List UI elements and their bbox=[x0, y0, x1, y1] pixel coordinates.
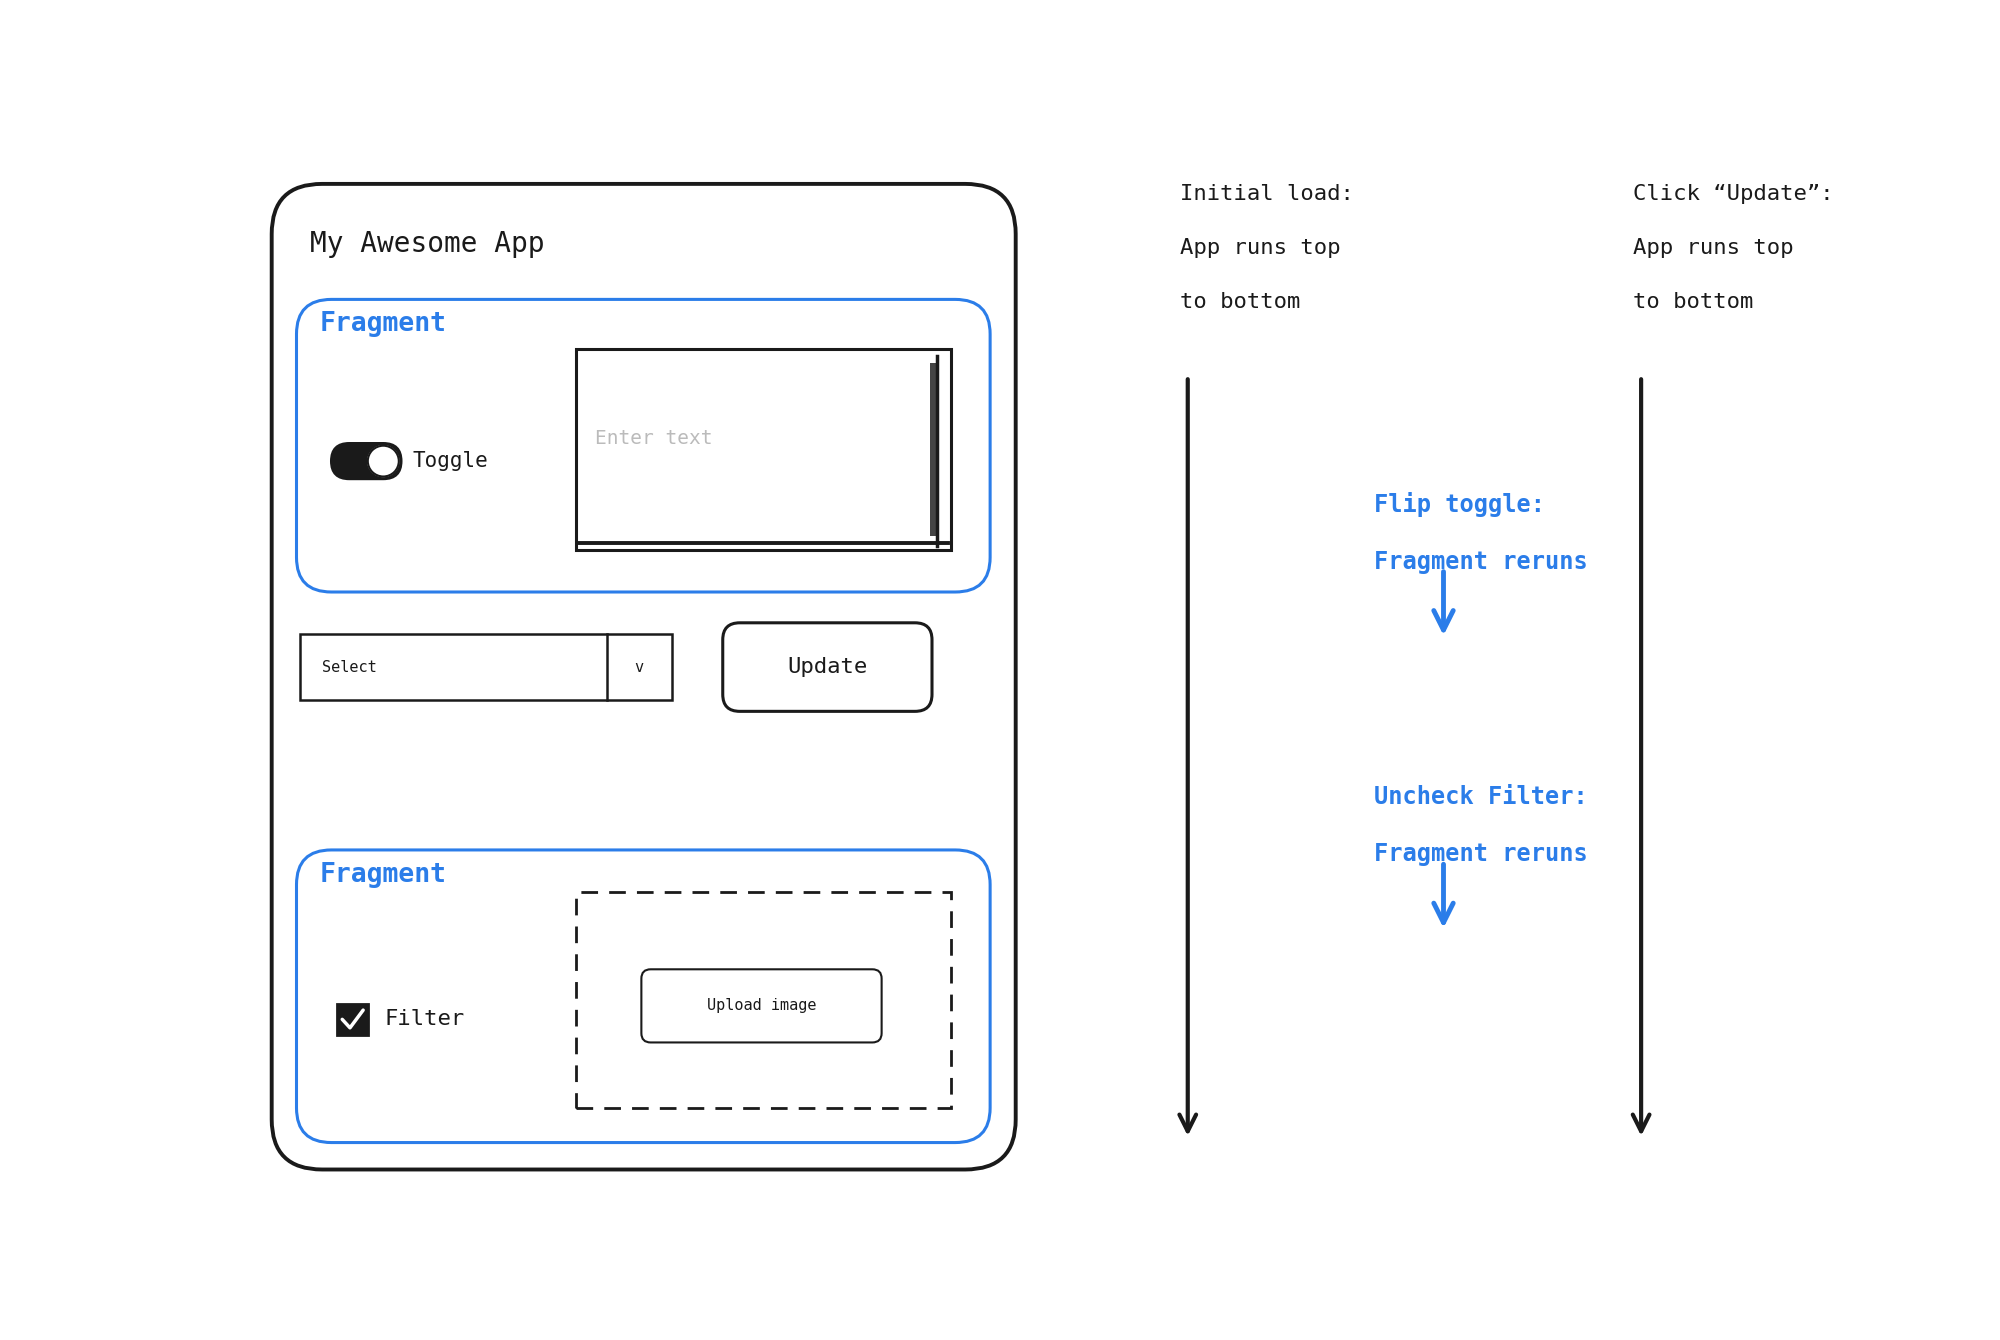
Text: Click “Update”:: Click “Update”: bbox=[1634, 184, 1834, 204]
Text: App runs top: App runs top bbox=[1634, 237, 1794, 257]
Text: App runs top: App runs top bbox=[1180, 237, 1340, 257]
Text: Fragment reruns: Fragment reruns bbox=[1374, 843, 1588, 866]
FancyBboxPatch shape bbox=[336, 1004, 368, 1034]
Text: Initial load:: Initial load: bbox=[1180, 184, 1354, 204]
FancyBboxPatch shape bbox=[332, 444, 402, 478]
FancyBboxPatch shape bbox=[296, 850, 990, 1143]
Text: v: v bbox=[634, 659, 644, 674]
FancyBboxPatch shape bbox=[576, 892, 952, 1108]
Text: Upload image: Upload image bbox=[706, 998, 816, 1013]
FancyBboxPatch shape bbox=[272, 184, 1016, 1170]
FancyBboxPatch shape bbox=[930, 363, 938, 536]
Circle shape bbox=[368, 446, 398, 477]
Text: Update: Update bbox=[788, 657, 868, 677]
Text: Filter: Filter bbox=[384, 1009, 466, 1029]
FancyBboxPatch shape bbox=[296, 299, 990, 592]
FancyBboxPatch shape bbox=[722, 623, 932, 712]
FancyBboxPatch shape bbox=[576, 350, 952, 549]
Text: Fragment reruns: Fragment reruns bbox=[1374, 549, 1588, 574]
Text: Uncheck Filter:: Uncheck Filter: bbox=[1374, 784, 1588, 808]
Text: Fragment: Fragment bbox=[320, 862, 446, 887]
Text: to bottom: to bottom bbox=[1634, 292, 1754, 312]
FancyBboxPatch shape bbox=[642, 969, 882, 1043]
Text: Select: Select bbox=[322, 659, 376, 674]
Text: to bottom: to bottom bbox=[1180, 292, 1300, 312]
Text: Fragment: Fragment bbox=[320, 311, 446, 336]
Text: My Awesome App: My Awesome App bbox=[310, 230, 544, 259]
FancyBboxPatch shape bbox=[300, 634, 672, 699]
Text: Flip toggle:: Flip toggle: bbox=[1374, 492, 1544, 517]
Text: Toggle: Toggle bbox=[412, 452, 488, 472]
Text: Enter text: Enter text bbox=[594, 429, 712, 448]
